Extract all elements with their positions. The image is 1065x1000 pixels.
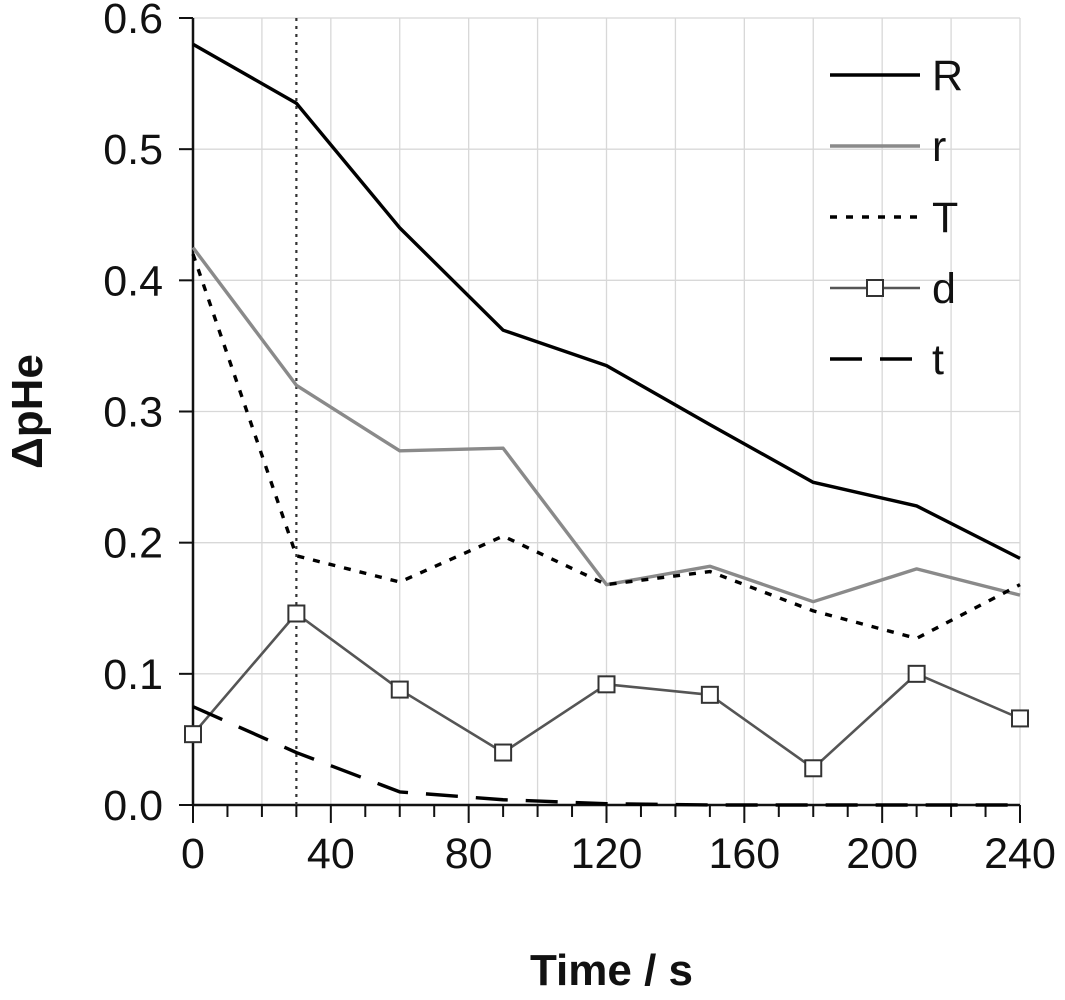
x-tick-label: 200 <box>846 830 918 878</box>
legend-label: R <box>932 52 963 100</box>
y-axis-title: ΔpHe <box>3 354 52 469</box>
data-point-d <box>597 675 616 694</box>
data-point-d <box>184 725 202 744</box>
y-tick-label: 0.0 <box>103 782 163 830</box>
legend-label: d <box>932 265 956 313</box>
data-point-d <box>1011 709 1029 728</box>
grid <box>193 17 1021 805</box>
legend-item-t: t <box>830 336 944 384</box>
series-T <box>191 253 1021 641</box>
data-point-d <box>494 743 513 762</box>
data-point-d <box>804 759 823 778</box>
x-tick-label: 40 <box>307 830 355 878</box>
x-tick-label: 0 <box>181 830 205 878</box>
series <box>184 42 1029 807</box>
legend-label: T <box>932 194 958 242</box>
series-r <box>191 246 1021 604</box>
series-line-r <box>191 246 1021 604</box>
y-tick-label: 0.4 <box>103 257 163 305</box>
data-point-d <box>907 664 926 683</box>
series-R <box>192 42 1021 560</box>
data-point-d <box>700 685 719 704</box>
series-line-t <box>192 705 1020 807</box>
series-d <box>184 604 1029 778</box>
series-t <box>192 705 1020 807</box>
y-tick-label: 0.3 <box>103 389 163 437</box>
y-tick-label: 0.6 <box>103 0 163 43</box>
data-point-d <box>287 604 306 623</box>
legend-item-r: r <box>830 123 946 171</box>
legend-label: t <box>932 336 944 384</box>
ticks: 0 40 80 120 160 200 240 0.0 0.1 0.2 0.3 0.4 0.5 0.6 <box>103 0 1056 878</box>
y-tick-label: 0.1 <box>103 651 163 699</box>
data-point-d <box>390 680 409 699</box>
x-tick-label: 160 <box>708 830 780 878</box>
y-tick-label: 0.2 <box>103 520 163 568</box>
x-tick-label: 240 <box>984 830 1056 878</box>
y-tick-label: 0.5 <box>103 126 163 174</box>
legend-label: r <box>932 123 946 171</box>
legend-item-R: R <box>830 52 963 100</box>
x-axis-title: Time / s <box>530 946 693 995</box>
series-line-T <box>191 253 1021 641</box>
legend-item-T: T <box>830 194 958 242</box>
x-tick-label: 120 <box>571 830 643 878</box>
x-tick-label: 80 <box>445 830 493 878</box>
series-line-R <box>192 42 1021 560</box>
legend-marker <box>866 279 884 297</box>
legend-item-d: d <box>830 265 956 313</box>
